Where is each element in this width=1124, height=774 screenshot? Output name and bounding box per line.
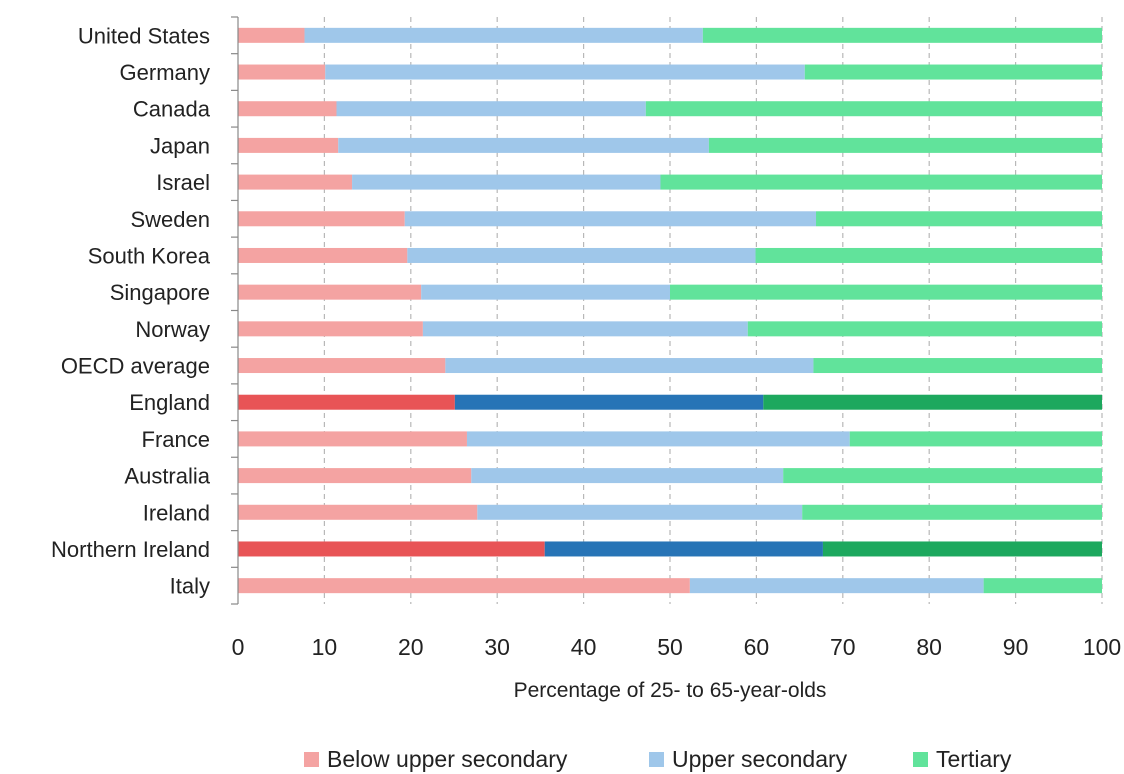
- category-label: Italy: [170, 574, 210, 599]
- bar-germany-upper-secondary: [325, 64, 805, 80]
- x-axis-title: Percentage of 25- to 65-year-olds: [514, 679, 827, 702]
- x-tick-label: 90: [1003, 634, 1029, 660]
- bar-japan-upper-secondary: [338, 137, 709, 153]
- bar-sweden-upper-secondary: [404, 211, 817, 227]
- legend-swatch-below-upper-secondary: [304, 752, 319, 767]
- bar-canada-tertiary: [645, 101, 1102, 117]
- x-tick-label: 20: [398, 634, 424, 660]
- bar-sweden-tertiary: [816, 211, 1102, 227]
- x-tick-label: 10: [312, 634, 338, 660]
- category-label: Israel: [156, 170, 210, 195]
- x-tick-label: 60: [744, 634, 770, 660]
- legend-label: Upper secondary: [672, 746, 848, 772]
- bar-england-upper-secondary: [454, 394, 764, 410]
- legend-label: Tertiary: [936, 746, 1012, 772]
- category-label: United States: [78, 23, 210, 48]
- bar-germany-tertiary: [804, 64, 1102, 80]
- bar-northern-ireland-tertiary: [822, 541, 1102, 557]
- bar-australia-upper-secondary: [471, 468, 784, 484]
- bar-germany-below-upper-secondary: [238, 64, 326, 80]
- bar-ireland-below-upper-secondary: [238, 504, 478, 520]
- bar-canada-upper-secondary: [336, 101, 646, 117]
- bar-norway-tertiary: [747, 321, 1102, 337]
- bar-france-below-upper-secondary: [238, 431, 467, 447]
- bar-south-korea-upper-secondary: [407, 247, 756, 263]
- bar-south-korea-tertiary: [755, 247, 1102, 263]
- bar-italy-tertiary: [983, 578, 1102, 594]
- bar-canada-below-upper-secondary: [238, 101, 337, 117]
- category-label: South Korea: [88, 243, 211, 268]
- x-tick-label: 70: [830, 634, 856, 660]
- bar-united-states-tertiary: [702, 27, 1102, 43]
- bar-south-korea-below-upper-secondary: [238, 247, 408, 263]
- bar-australia-below-upper-secondary: [238, 468, 472, 484]
- legend-swatch-upper-secondary: [649, 752, 664, 767]
- axes: [231, 16, 239, 605]
- bar-oecd-average-upper-secondary: [445, 358, 814, 374]
- bar-oecd-average-tertiary: [813, 358, 1102, 374]
- x-tick-label: 40: [571, 634, 597, 660]
- bar-australia-tertiary: [783, 468, 1102, 484]
- bar-norway-below-upper-secondary: [238, 321, 423, 337]
- x-tick-label: 30: [484, 634, 510, 660]
- bar-israel-upper-secondary: [352, 174, 661, 190]
- labels: United States Germany Canada Japan Israel Swe…: [51, 23, 1121, 660]
- bar-france-upper-secondary: [466, 431, 850, 447]
- category-label: Northern Ireland: [51, 537, 210, 562]
- bar-italy-below-upper-secondary: [238, 578, 690, 594]
- category-label: Australia: [124, 464, 210, 489]
- bar-singapore-tertiary: [670, 284, 1102, 300]
- bar-japan-tertiary: [708, 137, 1102, 153]
- bar-united-states-below-upper-secondary: [238, 27, 305, 43]
- bar-israel-below-upper-secondary: [238, 174, 353, 190]
- bar-england-below-upper-secondary: [238, 394, 455, 410]
- bar-japan-below-upper-secondary: [238, 137, 339, 153]
- legend-swatch-tertiary: [913, 752, 928, 767]
- x-tick-label: 50: [657, 634, 683, 660]
- bar-italy-upper-secondary: [689, 578, 984, 594]
- category-label: Ireland: [143, 500, 210, 525]
- legend: Below upper secondary Upper secondary Tert…: [304, 746, 1012, 772]
- category-label: France: [142, 427, 210, 452]
- bar-northern-ireland-below-upper-secondary: [238, 541, 545, 557]
- category-label: Singapore: [110, 280, 210, 305]
- category-label: Canada: [133, 97, 211, 122]
- category-label: Germany: [120, 60, 210, 85]
- bar-oecd-average-below-upper-secondary: [238, 358, 446, 374]
- bar-singapore-upper-secondary: [421, 284, 670, 300]
- bar-england-tertiary: [763, 394, 1102, 410]
- bar-ireland-tertiary: [802, 504, 1102, 520]
- bar-norway-upper-secondary: [422, 321, 748, 337]
- category-label: Japan: [150, 133, 210, 158]
- x-tick-label: 0: [232, 634, 245, 660]
- bar-singapore-below-upper-secondary: [238, 284, 422, 300]
- bar-israel-tertiary: [660, 174, 1102, 190]
- legend-label: Below upper secondary: [327, 746, 568, 772]
- x-tick-label: 80: [916, 634, 942, 660]
- bar-northern-ireland-upper-secondary: [544, 541, 823, 557]
- category-label: England: [129, 390, 210, 415]
- category-label: Sweden: [130, 207, 210, 232]
- bars: [238, 27, 1102, 594]
- category-label: Norway: [135, 317, 210, 342]
- bar-france-tertiary: [849, 431, 1102, 447]
- bar-sweden-below-upper-secondary: [238, 211, 405, 227]
- bar-united-states-upper-secondary: [304, 27, 703, 43]
- x-tick-label: 100: [1083, 634, 1121, 660]
- bar-ireland-upper-secondary: [477, 504, 803, 520]
- category-label: OECD average: [61, 354, 210, 379]
